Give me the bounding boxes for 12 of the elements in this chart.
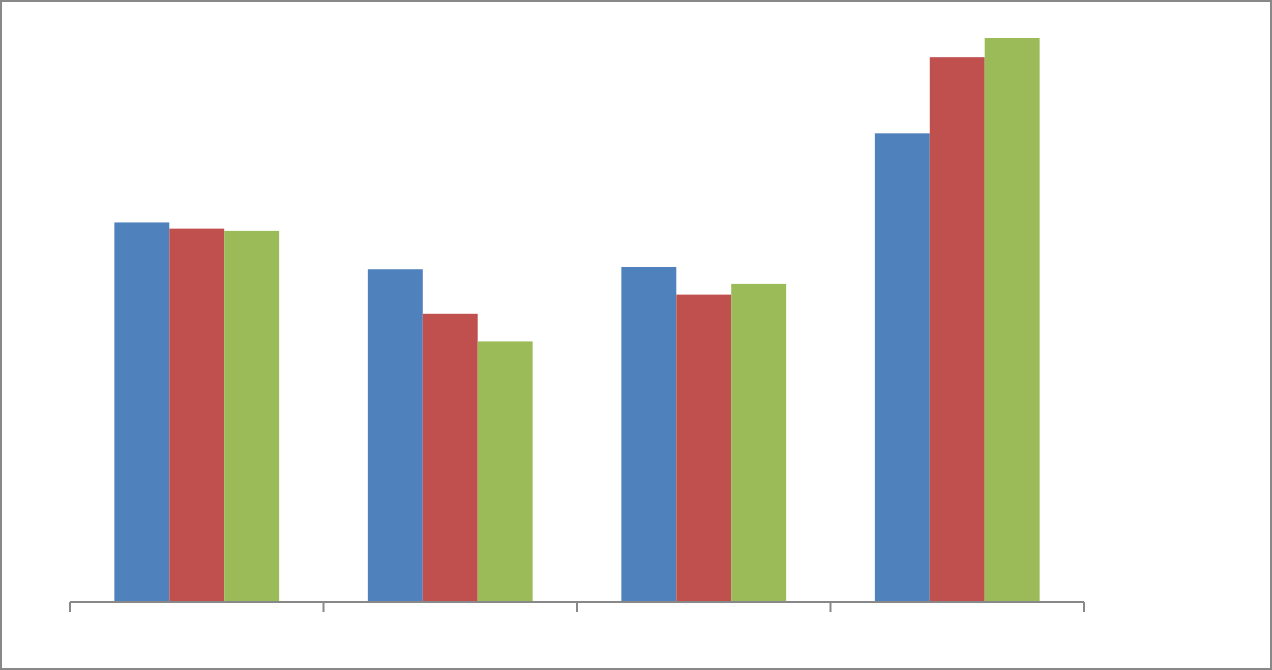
- bar: [731, 283, 787, 602]
- bar: [477, 341, 533, 602]
- bar: [224, 230, 280, 602]
- bar: [114, 222, 170, 602]
- bar: [676, 294, 732, 602]
- bar: [984, 38, 1040, 602]
- bar: [874, 133, 930, 602]
- bar: [367, 269, 423, 602]
- bar: [621, 266, 677, 602]
- bar: [169, 228, 225, 602]
- bar: [422, 313, 478, 602]
- bar: [929, 57, 985, 602]
